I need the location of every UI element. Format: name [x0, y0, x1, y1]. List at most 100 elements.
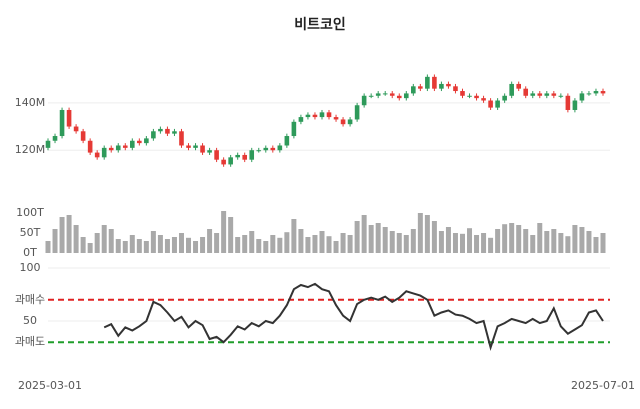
- candle-body: [389, 93, 395, 96]
- candle-body: [179, 131, 184, 146]
- volume-bar: [347, 235, 353, 253]
- volume-bar: [410, 229, 416, 253]
- candle-body: [298, 117, 304, 122]
- volume-bar: [136, 239, 142, 253]
- candle-body: [256, 150, 262, 152]
- volume-bar: [228, 217, 234, 253]
- volume-bar: [270, 235, 276, 253]
- volume-bar: [579, 227, 585, 253]
- candle-body: [347, 119, 353, 125]
- chart-title: 비트코인: [294, 16, 346, 33]
- candle-body: [460, 91, 465, 96]
- candle-body: [509, 83, 514, 96]
- candle-body: [101, 147, 107, 158]
- volume-bar: [459, 233, 465, 253]
- candle-body: [144, 138, 149, 144]
- candle-body: [130, 140, 135, 148]
- candle-body: [340, 119, 346, 125]
- candle-body: [600, 91, 606, 94]
- volume-bar: [207, 229, 213, 253]
- candle-body: [319, 112, 325, 118]
- volume-bar: [277, 237, 283, 253]
- volume-bar: [221, 211, 227, 253]
- candle-body: [467, 95, 472, 97]
- candle-body: [551, 93, 557, 96]
- volume-bar: [291, 219, 297, 253]
- volume-bar: [66, 215, 72, 253]
- candle-body: [193, 145, 198, 148]
- candle-body: [270, 147, 276, 151]
- volume-bar: [544, 231, 550, 253]
- candle-body: [186, 145, 191, 148]
- volume-bar: [537, 223, 543, 253]
- candle-body: [151, 131, 156, 139]
- volume-bar: [256, 239, 262, 253]
- volume-bar: [509, 223, 515, 253]
- volume-bar: [312, 235, 318, 253]
- candle-body: [73, 126, 79, 132]
- volume-bar: [298, 229, 304, 253]
- candle-body: [411, 86, 416, 94]
- volume-bar: [523, 229, 529, 253]
- candle-body: [263, 147, 269, 151]
- volume-bar: [593, 237, 599, 253]
- y-tick-label: 100: [20, 261, 41, 274]
- volume-bar: [474, 235, 480, 253]
- candle-body: [565, 95, 571, 110]
- volume-bar: [417, 213, 423, 253]
- rsi-line: [103, 282, 604, 352]
- volume-bar: [305, 237, 311, 253]
- volume-bar: [438, 231, 444, 253]
- volume-bar: [382, 227, 388, 253]
- candle-body: [495, 100, 500, 108]
- candle-body: [200, 145, 205, 153]
- volume-bar: [340, 233, 346, 253]
- candle-body: [558, 95, 564, 97]
- candle-body: [137, 140, 142, 144]
- volume-bar: [516, 225, 522, 253]
- candle-body: [305, 114, 311, 118]
- volume-bar: [551, 229, 557, 253]
- candle-body: [59, 109, 65, 137]
- volume-bar: [565, 236, 571, 253]
- volume-bar: [263, 241, 269, 253]
- y-tick-label: 140M: [15, 96, 46, 109]
- volume-bar: [108, 229, 114, 253]
- volume-bar: [214, 233, 220, 253]
- candle-body: [396, 95, 402, 99]
- volume-bar: [354, 221, 360, 253]
- volume-bar: [171, 237, 177, 253]
- volume-bar: [193, 241, 199, 253]
- candle-body: [172, 131, 177, 134]
- volume-bar: [129, 235, 135, 253]
- candle-body: [158, 128, 163, 132]
- candle-body: [593, 91, 599, 94]
- volume-bar: [452, 233, 458, 253]
- volume-bar: [45, 241, 51, 253]
- volume-bar: [319, 231, 325, 253]
- volume-bar: [80, 237, 86, 253]
- y-tick-label: 과매도: [15, 335, 45, 348]
- candle-body: [66, 109, 72, 127]
- volume-bar: [389, 231, 395, 253]
- volume-bar: [186, 237, 192, 253]
- candle-body: [235, 154, 240, 158]
- volume-bar: [249, 231, 255, 253]
- volume-bar: [586, 231, 592, 253]
- volume-bar: [396, 233, 402, 253]
- candle-body: [228, 157, 233, 165]
- volume-bar: [361, 215, 367, 253]
- candle-body: [530, 93, 536, 96]
- volume-bar: [242, 235, 248, 253]
- volume-bar: [495, 229, 501, 253]
- candle-body: [312, 114, 318, 118]
- volume-bar: [59, 217, 65, 253]
- candle-body: [94, 152, 100, 158]
- candle-body: [108, 147, 114, 151]
- x-tick-label: 2025-07-01: [571, 379, 635, 392]
- candle-body: [333, 117, 339, 120]
- volume-bar: [52, 229, 58, 253]
- candle-body: [516, 83, 521, 89]
- candle-body: [439, 83, 444, 89]
- volume-bar: [143, 241, 149, 253]
